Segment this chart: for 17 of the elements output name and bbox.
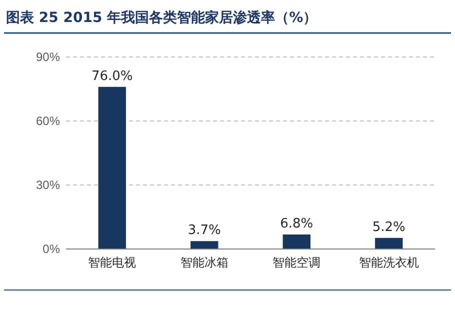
data-label: 5.2% xyxy=(372,220,406,235)
bar xyxy=(375,238,403,249)
bar xyxy=(190,241,218,249)
chart-title: 图表 25 2015 年我国各类智能家居渗透率（%） xyxy=(6,9,318,26)
bar xyxy=(282,234,310,249)
data-label: 76.0% xyxy=(91,68,133,84)
x-tick-label: 智能电视 xyxy=(88,256,136,270)
y-tick-label: 60% xyxy=(36,114,60,128)
y-tick-label: 90% xyxy=(36,50,60,64)
x-tick-label: 智能洗衣机 xyxy=(358,256,419,270)
y-tick-label: 0% xyxy=(42,242,60,256)
data-label: 6.8% xyxy=(280,216,314,232)
x-tick-label: 智能冰箱 xyxy=(180,256,228,270)
data-label: 3.7% xyxy=(188,223,221,238)
bar xyxy=(98,86,126,249)
x-tick-label: 智能空调 xyxy=(272,256,321,270)
y-tick-label: 30% xyxy=(36,178,60,192)
